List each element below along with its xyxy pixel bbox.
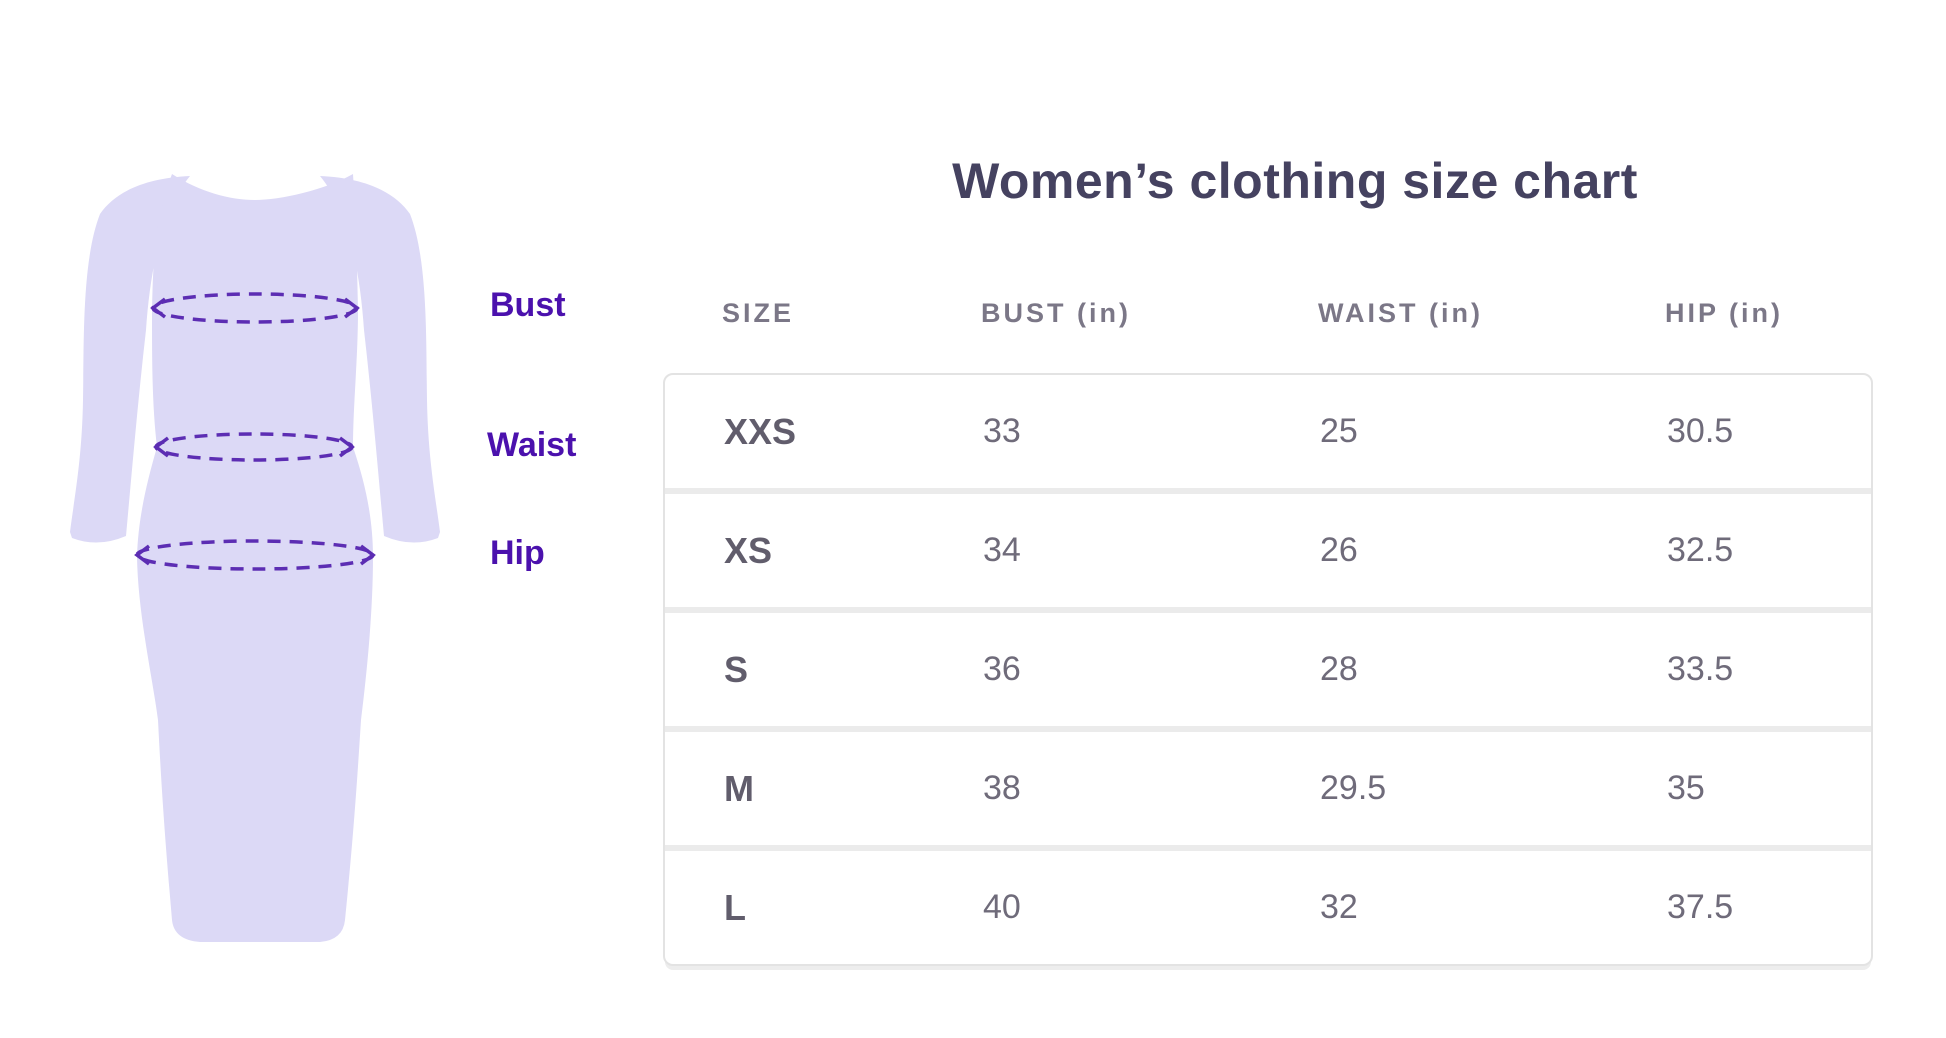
waist-measurement-line — [153, 432, 355, 462]
cell-hip: 35 — [1667, 769, 1705, 807]
cell-size: XS — [724, 529, 773, 571]
cell-waist: 28 — [1320, 650, 1358, 688]
cell-bust: 38 — [983, 769, 1021, 807]
dress-right-sleeve — [320, 176, 440, 543]
bust-measurement-line — [150, 292, 360, 324]
dress-body — [137, 174, 373, 942]
column-header-bust: BUST (in) — [981, 297, 1131, 328]
cell-hip: 33.5 — [1667, 650, 1734, 688]
measurement-label-waist: Waist — [487, 426, 577, 464]
cell-hip: 32.5 — [1667, 531, 1734, 569]
cell-hip: 30.5 — [1667, 412, 1734, 450]
dress-left-sleeve — [70, 176, 190, 543]
size-table-header-row: SIZE BUST (in) WAIST (in) HIP (in) — [663, 288, 1873, 338]
cell-waist: 26 — [1320, 531, 1358, 569]
cell-waist: 29.5 — [1320, 769, 1387, 807]
cell-waist: 25 — [1320, 412, 1358, 450]
measurement-label-bust: Bust — [490, 286, 566, 324]
cell-size: M — [724, 767, 754, 809]
cell-size: XXS — [724, 410, 797, 452]
column-header-waist: WAIST (in) — [1318, 297, 1483, 328]
table-row: M 38 29.5 35 — [665, 726, 1871, 845]
size-table: XXS 33 25 30.5 XS 34 26 32.5 S 36 28 33.… — [663, 373, 1873, 966]
cell-bust: 33 — [983, 412, 1021, 450]
column-header-size: SIZE — [722, 297, 795, 328]
dress-silhouette-graphic — [70, 174, 440, 942]
cell-bust: 40 — [983, 888, 1021, 926]
cell-waist: 32 — [1320, 888, 1358, 926]
dress-illustration — [50, 140, 490, 1000]
measurement-label-hip: Hip — [490, 534, 545, 572]
table-row: XS 34 26 32.5 — [665, 488, 1871, 607]
column-header-hip: HIP (in) — [1665, 297, 1783, 328]
hip-measurement-line — [134, 539, 376, 571]
cell-hip: 37.5 — [1667, 888, 1734, 926]
page-title: Women’s clothing size chart — [952, 153, 1638, 209]
cell-size: L — [724, 886, 746, 928]
cell-size: S — [724, 648, 749, 690]
table-row: L 40 32 37.5 — [665, 845, 1871, 964]
cell-bust: 36 — [983, 650, 1021, 688]
cell-bust: 34 — [983, 531, 1021, 569]
table-row: S 36 28 33.5 — [665, 607, 1871, 726]
table-row: XXS 33 25 30.5 — [665, 375, 1871, 488]
